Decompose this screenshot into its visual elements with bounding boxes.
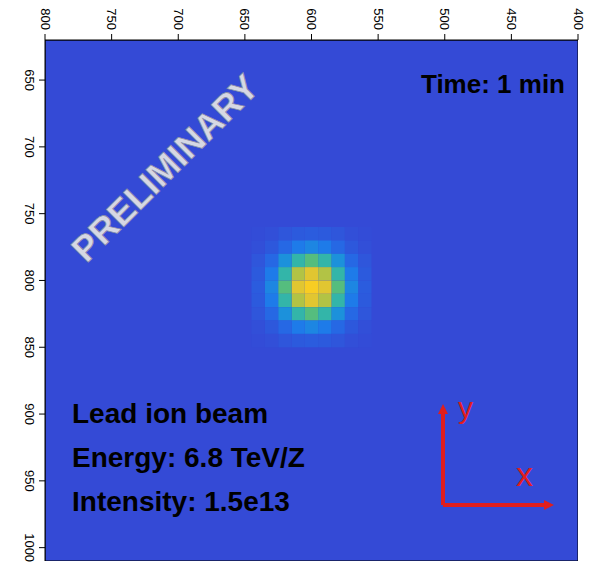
- svg-text:750: 750: [22, 203, 37, 225]
- svg-text:x: x: [516, 455, 533, 493]
- svg-text:Lead ion beam: Lead ion beam: [72, 398, 268, 429]
- svg-text:PRELIMINARY: PRELIMINARY: [63, 66, 266, 269]
- svg-text:Intensity: 1.5e13: Intensity: 1.5e13: [72, 486, 290, 517]
- svg-text:1000: 1000: [22, 533, 37, 562]
- svg-text:700: 700: [171, 8, 186, 30]
- svg-text:900: 900: [22, 403, 37, 425]
- svg-text:550: 550: [371, 8, 386, 30]
- svg-text:650: 650: [237, 8, 252, 30]
- svg-text:700: 700: [22, 136, 37, 158]
- svg-text:750: 750: [104, 8, 119, 30]
- svg-text:500: 500: [437, 8, 452, 30]
- svg-text:600: 600: [304, 8, 319, 30]
- svg-text:650: 650: [22, 69, 37, 91]
- svg-text:Energy: 6.8 TeV/Z: Energy: 6.8 TeV/Z: [72, 442, 305, 473]
- svg-text:950: 950: [22, 470, 37, 492]
- svg-text:Time: 1 min: Time: 1 min: [421, 69, 565, 99]
- svg-text:800: 800: [38, 8, 53, 30]
- svg-text:400: 400: [571, 8, 586, 30]
- svg-text:y: y: [458, 391, 473, 424]
- svg-text:800: 800: [22, 270, 37, 292]
- svg-text:850: 850: [22, 336, 37, 358]
- svg-text:450: 450: [504, 8, 519, 30]
